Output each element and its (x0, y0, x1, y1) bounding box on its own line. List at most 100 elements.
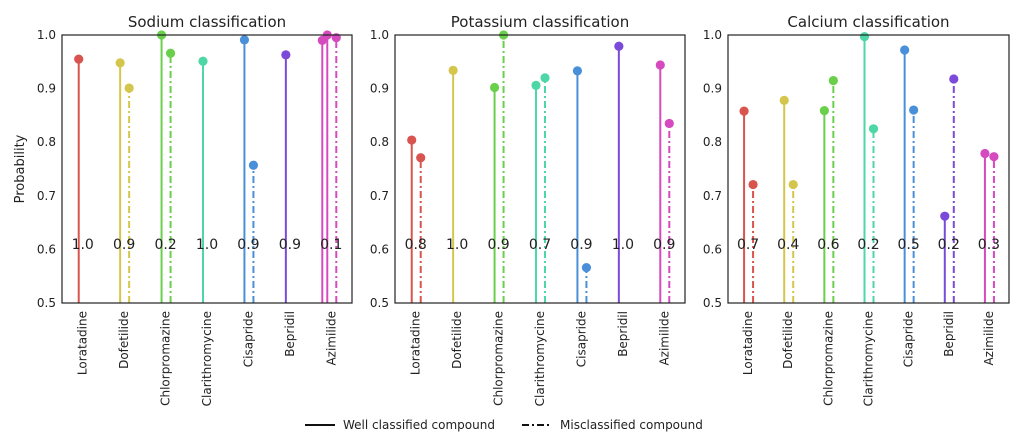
panel-2-solid-point-2 (819, 105, 829, 116)
panel-1-dashdot-point-3 (540, 73, 550, 83)
panel-0-solid-point-4 (239, 35, 250, 45)
panel-2-title: Calcium classification (787, 13, 949, 31)
panel-0-annotation-3: 1.0 (196, 237, 218, 253)
panel-1-xtick-4: Cisapride (574, 311, 588, 367)
panel-0-annotation-4: 0.9 (237, 237, 259, 253)
panel-2-frame (727, 34, 1010, 304)
panel-0-xtick-6: Azimilide (324, 311, 338, 366)
panel-1-solid-point-1 (448, 65, 458, 75)
panel-1-annotation-4: 0.9 (570, 237, 592, 253)
panel-2-solid-point-4 (900, 45, 910, 55)
panel-2-xtick-2: Chlorpromazine (821, 311, 835, 406)
panel-0-dashdot-point-2 (165, 48, 176, 58)
panel-0-xtick-0: Loratadine (76, 311, 90, 375)
panel-2-xtick-3: Clarithromycine (862, 311, 876, 406)
panel-2-annotation-0: 0.7 (737, 237, 759, 253)
panel-2-dashdot-point-1 (788, 179, 798, 190)
panel-1-ytick-4: 0.9 (370, 82, 389, 96)
panel-2-xtick-0: Loratadine (741, 311, 755, 375)
panel-1-title: Potassium classification (451, 13, 629, 31)
panel-2-annotation-6: 0.3 (978, 237, 1000, 253)
panel-1-ytick-2: 0.7 (370, 189, 389, 203)
panel-0-ytick-2: 0.7 (37, 189, 56, 203)
panel-1-dashdot-point-6 (664, 118, 674, 129)
panel-0-annotation-2: 0.2 (154, 237, 176, 253)
panel-0-xtick-2: Chlorpromazine (159, 311, 173, 406)
panel-1-xtick-0: Loratadine (409, 311, 423, 375)
panel-1-dashdot-point-4 (581, 263, 592, 273)
panel-1-annotation-5: 1.0 (612, 237, 634, 253)
panel-0-frame (61, 34, 353, 304)
panel-1-solid-point-2 (489, 82, 500, 93)
panel-0-solid-point-0 (74, 54, 84, 64)
panel-2-ytick-2: 0.7 (703, 189, 722, 203)
panel-1-ytick-5: 1.0 (370, 28, 389, 42)
panel-2-annotation-3: 0.2 (857, 237, 879, 253)
panel-2-annotation-5: 0.2 (938, 237, 960, 253)
panel-2-dashdot-point-0 (748, 179, 758, 190)
panel-0-solid-point-5 (281, 50, 291, 60)
panel-2-ytick-3: 0.8 (703, 135, 722, 149)
panel-2-ytick-0: 0.5 (703, 296, 722, 310)
panel-1-ytick-1: 0.6 (370, 242, 389, 256)
panel-0-ytick-5: 1.0 (37, 28, 56, 42)
panel-0-ytick-1: 0.6 (37, 242, 56, 256)
panel-2-dashdot-point-2 (828, 75, 838, 86)
panel-1-solid-point-6 (655, 60, 665, 70)
panel-2-ytick-1: 0.6 (703, 242, 722, 256)
panel-1-solid-point-0 (407, 135, 417, 145)
panel-2-dashdot-point-6 (989, 152, 999, 162)
panel-2-dashdot-point-4 (909, 105, 919, 115)
panel-0-solid-point-1 (115, 58, 125, 68)
panel-0-xtick-3: Clarithromycine (200, 311, 214, 406)
panel-1-xtick-1: Dofetilide (450, 311, 464, 369)
panel-2-xtick-1: Dofetilide (781, 311, 795, 369)
panel-2-xtick-5: Bepridil (942, 311, 956, 357)
panel-0-annotation-6: 0.1 (320, 237, 342, 253)
panel-2-solid-point-1 (779, 95, 789, 105)
panel-2-xtick-6: Azimilide (982, 311, 996, 366)
panel-0-annotation-5: 0.9 (279, 237, 301, 253)
panel-1-annotation-6: 0.9 (653, 237, 675, 253)
panel-1-xtick-5: Bepridil (616, 311, 630, 357)
panel-0-annotation-1: 0.9 (113, 237, 135, 253)
panel-2-ytick-4: 0.9 (703, 82, 722, 96)
panel-2-solid-point-6 (980, 148, 990, 159)
panel-0-solid-point-3 (198, 56, 208, 66)
panel-0-annotation-0: 1.0 (72, 237, 94, 253)
panel-1-annotation-2: 0.9 (487, 237, 509, 253)
panel-0-xtick-1: Dofetilide (117, 311, 131, 369)
panel-1-dashdot-point-0 (416, 153, 426, 163)
panel-1-frame (394, 34, 686, 304)
panel-1-annotation-0: 0.8 (405, 237, 427, 253)
panel-1-annotation-1: 1.0 (446, 237, 468, 253)
panel-2-solid-point-0 (739, 106, 749, 116)
panel-0-xtick-5: Bepridil (283, 311, 297, 357)
panel-1-xtick-2: Chlorpromazine (492, 311, 506, 406)
panel-0-ytick-4: 0.9 (37, 82, 56, 96)
panel-2-xtick-4: Cisapride (902, 311, 916, 367)
panel-2-dashdot-point-5 (949, 74, 959, 84)
panel-2-ytick-5: 1.0 (703, 28, 722, 42)
legend-label-dashdot: Misclassified compound (560, 418, 703, 432)
panel-2-solid-point-5 (940, 211, 950, 221)
panel-2-annotation-1: 0.4 (777, 237, 799, 253)
panel-1-ytick-0: 0.5 (370, 296, 389, 310)
panel-1-solid-point-3 (531, 80, 541, 90)
y-axis-label: Probability (13, 134, 28, 203)
panel-0-extra-point (317, 35, 327, 45)
panel-1-xtick-3: Clarithromycine (533, 311, 547, 406)
panel-2-annotation-2: 0.6 (817, 237, 839, 253)
panel-2-annotation-4: 0.5 (898, 237, 920, 253)
panel-1-annotation-3: 0.7 (529, 237, 551, 253)
panel-2-dashdot-point-3 (868, 124, 879, 134)
panel-0-ytick-0: 0.5 (37, 296, 56, 310)
panel-0-dashdot-point-4 (248, 160, 259, 170)
panel-1-xtick-6: Azimilide (657, 311, 671, 366)
panel-0-dashdot-point-1 (124, 83, 134, 93)
panel-2-solid-point-3 (859, 32, 870, 42)
panel-0-xtick-4: Cisapride (241, 311, 255, 367)
panel-0-ytick-3: 0.8 (37, 135, 56, 149)
legend-label-solid: Well classified compound (343, 418, 495, 432)
